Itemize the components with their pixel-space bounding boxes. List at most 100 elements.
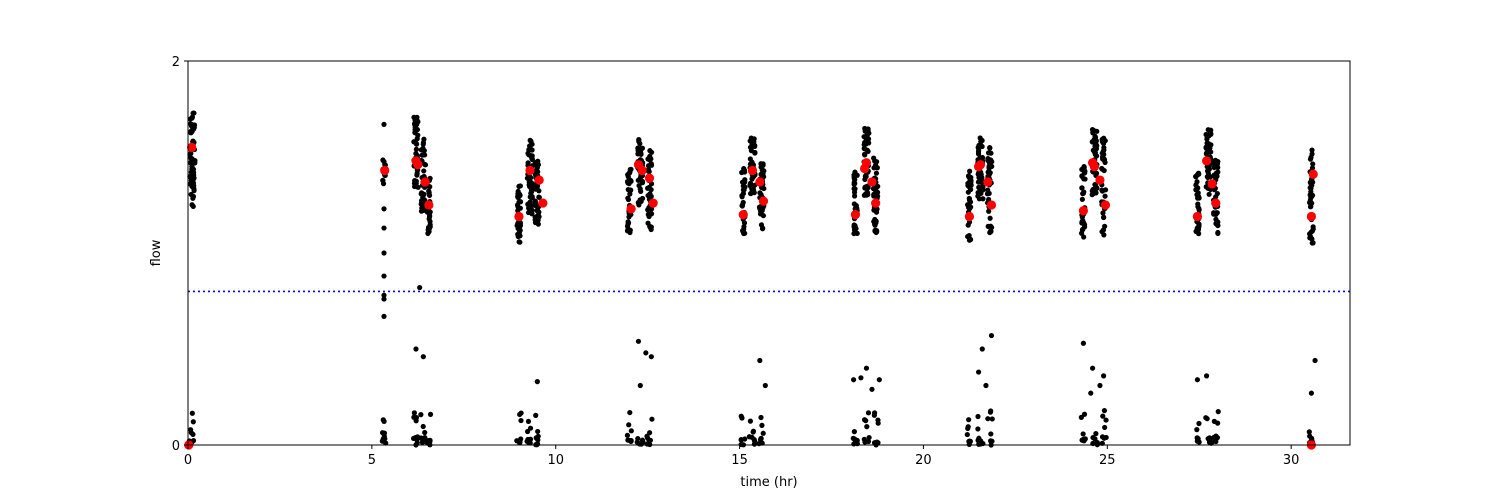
flow-point	[873, 170, 880, 176]
flow-point	[636, 441, 643, 447]
flow-point	[422, 429, 428, 436]
flow-point	[1102, 424, 1108, 431]
flow-point	[638, 188, 644, 194]
flow-point	[979, 346, 985, 352]
y-axis-label: flow	[149, 239, 164, 266]
flow-point	[626, 170, 633, 176]
flow-point	[1081, 438, 1087, 444]
flow-point	[525, 418, 532, 425]
flow-point	[1203, 373, 1210, 379]
flow-point	[760, 161, 766, 167]
flow-point	[628, 187, 634, 193]
flow-point	[414, 170, 420, 176]
mean-point	[983, 177, 993, 187]
mean-point	[1078, 206, 1089, 216]
flow-point	[1092, 436, 1098, 442]
flow-point	[988, 408, 994, 414]
flow-point	[637, 197, 643, 203]
flow-point	[516, 183, 522, 189]
flow-point	[985, 187, 991, 193]
flow-point	[380, 157, 386, 163]
flow-point	[979, 137, 985, 144]
mean-point	[1308, 169, 1318, 179]
flow-point	[751, 437, 757, 443]
flow-point	[381, 121, 387, 127]
flow-point	[647, 437, 653, 443]
flow-point	[1079, 173, 1085, 179]
flow-point	[515, 233, 521, 240]
mean-point	[525, 165, 535, 176]
flow-point	[412, 130, 418, 136]
flow-point	[1089, 365, 1096, 371]
flow-point	[1081, 411, 1088, 417]
flow-point	[966, 195, 972, 202]
flow-point	[760, 213, 767, 219]
flow-point	[851, 227, 858, 233]
flow-point	[988, 431, 994, 437]
flow-point	[863, 192, 870, 198]
flow-point	[418, 208, 425, 214]
flow-point	[1078, 414, 1084, 420]
flow-point	[1082, 168, 1088, 174]
mean-point	[871, 198, 881, 208]
flow-point	[761, 168, 767, 174]
flow-point	[751, 189, 757, 195]
flow-point	[851, 429, 857, 435]
flow-point	[1196, 439, 1202, 445]
flow-point	[517, 411, 523, 418]
flow-point	[636, 202, 642, 208]
flow-point	[627, 409, 633, 416]
flow-point	[862, 185, 868, 191]
flow-point	[536, 188, 542, 194]
flow-point	[1310, 224, 1316, 230]
flow-point	[625, 196, 632, 203]
flow-point	[749, 159, 755, 165]
flow-point	[1079, 220, 1085, 226]
flow-point	[190, 203, 196, 210]
flow-point	[535, 428, 541, 435]
mean-point	[975, 160, 986, 170]
flow-point	[851, 441, 857, 447]
flow-point	[422, 161, 428, 167]
mean-point	[413, 160, 423, 170]
flow-point	[874, 439, 880, 445]
flow-point	[191, 110, 197, 116]
flow-point	[189, 410, 195, 416]
flow-point	[1196, 221, 1202, 227]
flow-point	[964, 431, 970, 438]
flow-point	[850, 377, 857, 383]
flow-point	[1308, 185, 1314, 191]
flow-point	[984, 191, 991, 197]
flow-point	[1207, 145, 1213, 151]
x-tick-label: 15	[731, 453, 748, 468]
flow-point	[1308, 390, 1314, 396]
flow-point	[854, 205, 860, 212]
mean-point	[1100, 200, 1111, 210]
flow-point	[414, 136, 420, 142]
mean-point	[1089, 162, 1100, 172]
flow-point	[425, 224, 432, 231]
flow-point	[514, 223, 520, 229]
flow-point	[420, 423, 426, 430]
flow-point	[1203, 184, 1209, 190]
flow-point	[1306, 429, 1312, 435]
flow-point	[966, 232, 972, 239]
x-tick-label: 25	[1099, 453, 1116, 468]
flow-point	[187, 181, 193, 187]
flow-point	[625, 219, 631, 225]
flow-point	[637, 382, 643, 389]
flow-point	[413, 150, 419, 157]
flow-point	[966, 237, 973, 243]
flow-point	[532, 183, 539, 189]
flow-point	[420, 145, 426, 152]
flow-point	[865, 136, 872, 142]
flow-point	[978, 187, 985, 193]
flow-point	[1194, 427, 1200, 433]
axes-frame	[187, 60, 1351, 446]
flow-point	[851, 172, 857, 178]
flow-point	[1097, 382, 1103, 389]
flow-point	[987, 229, 993, 236]
mean-point	[187, 142, 197, 152]
flow-point	[1101, 373, 1107, 379]
